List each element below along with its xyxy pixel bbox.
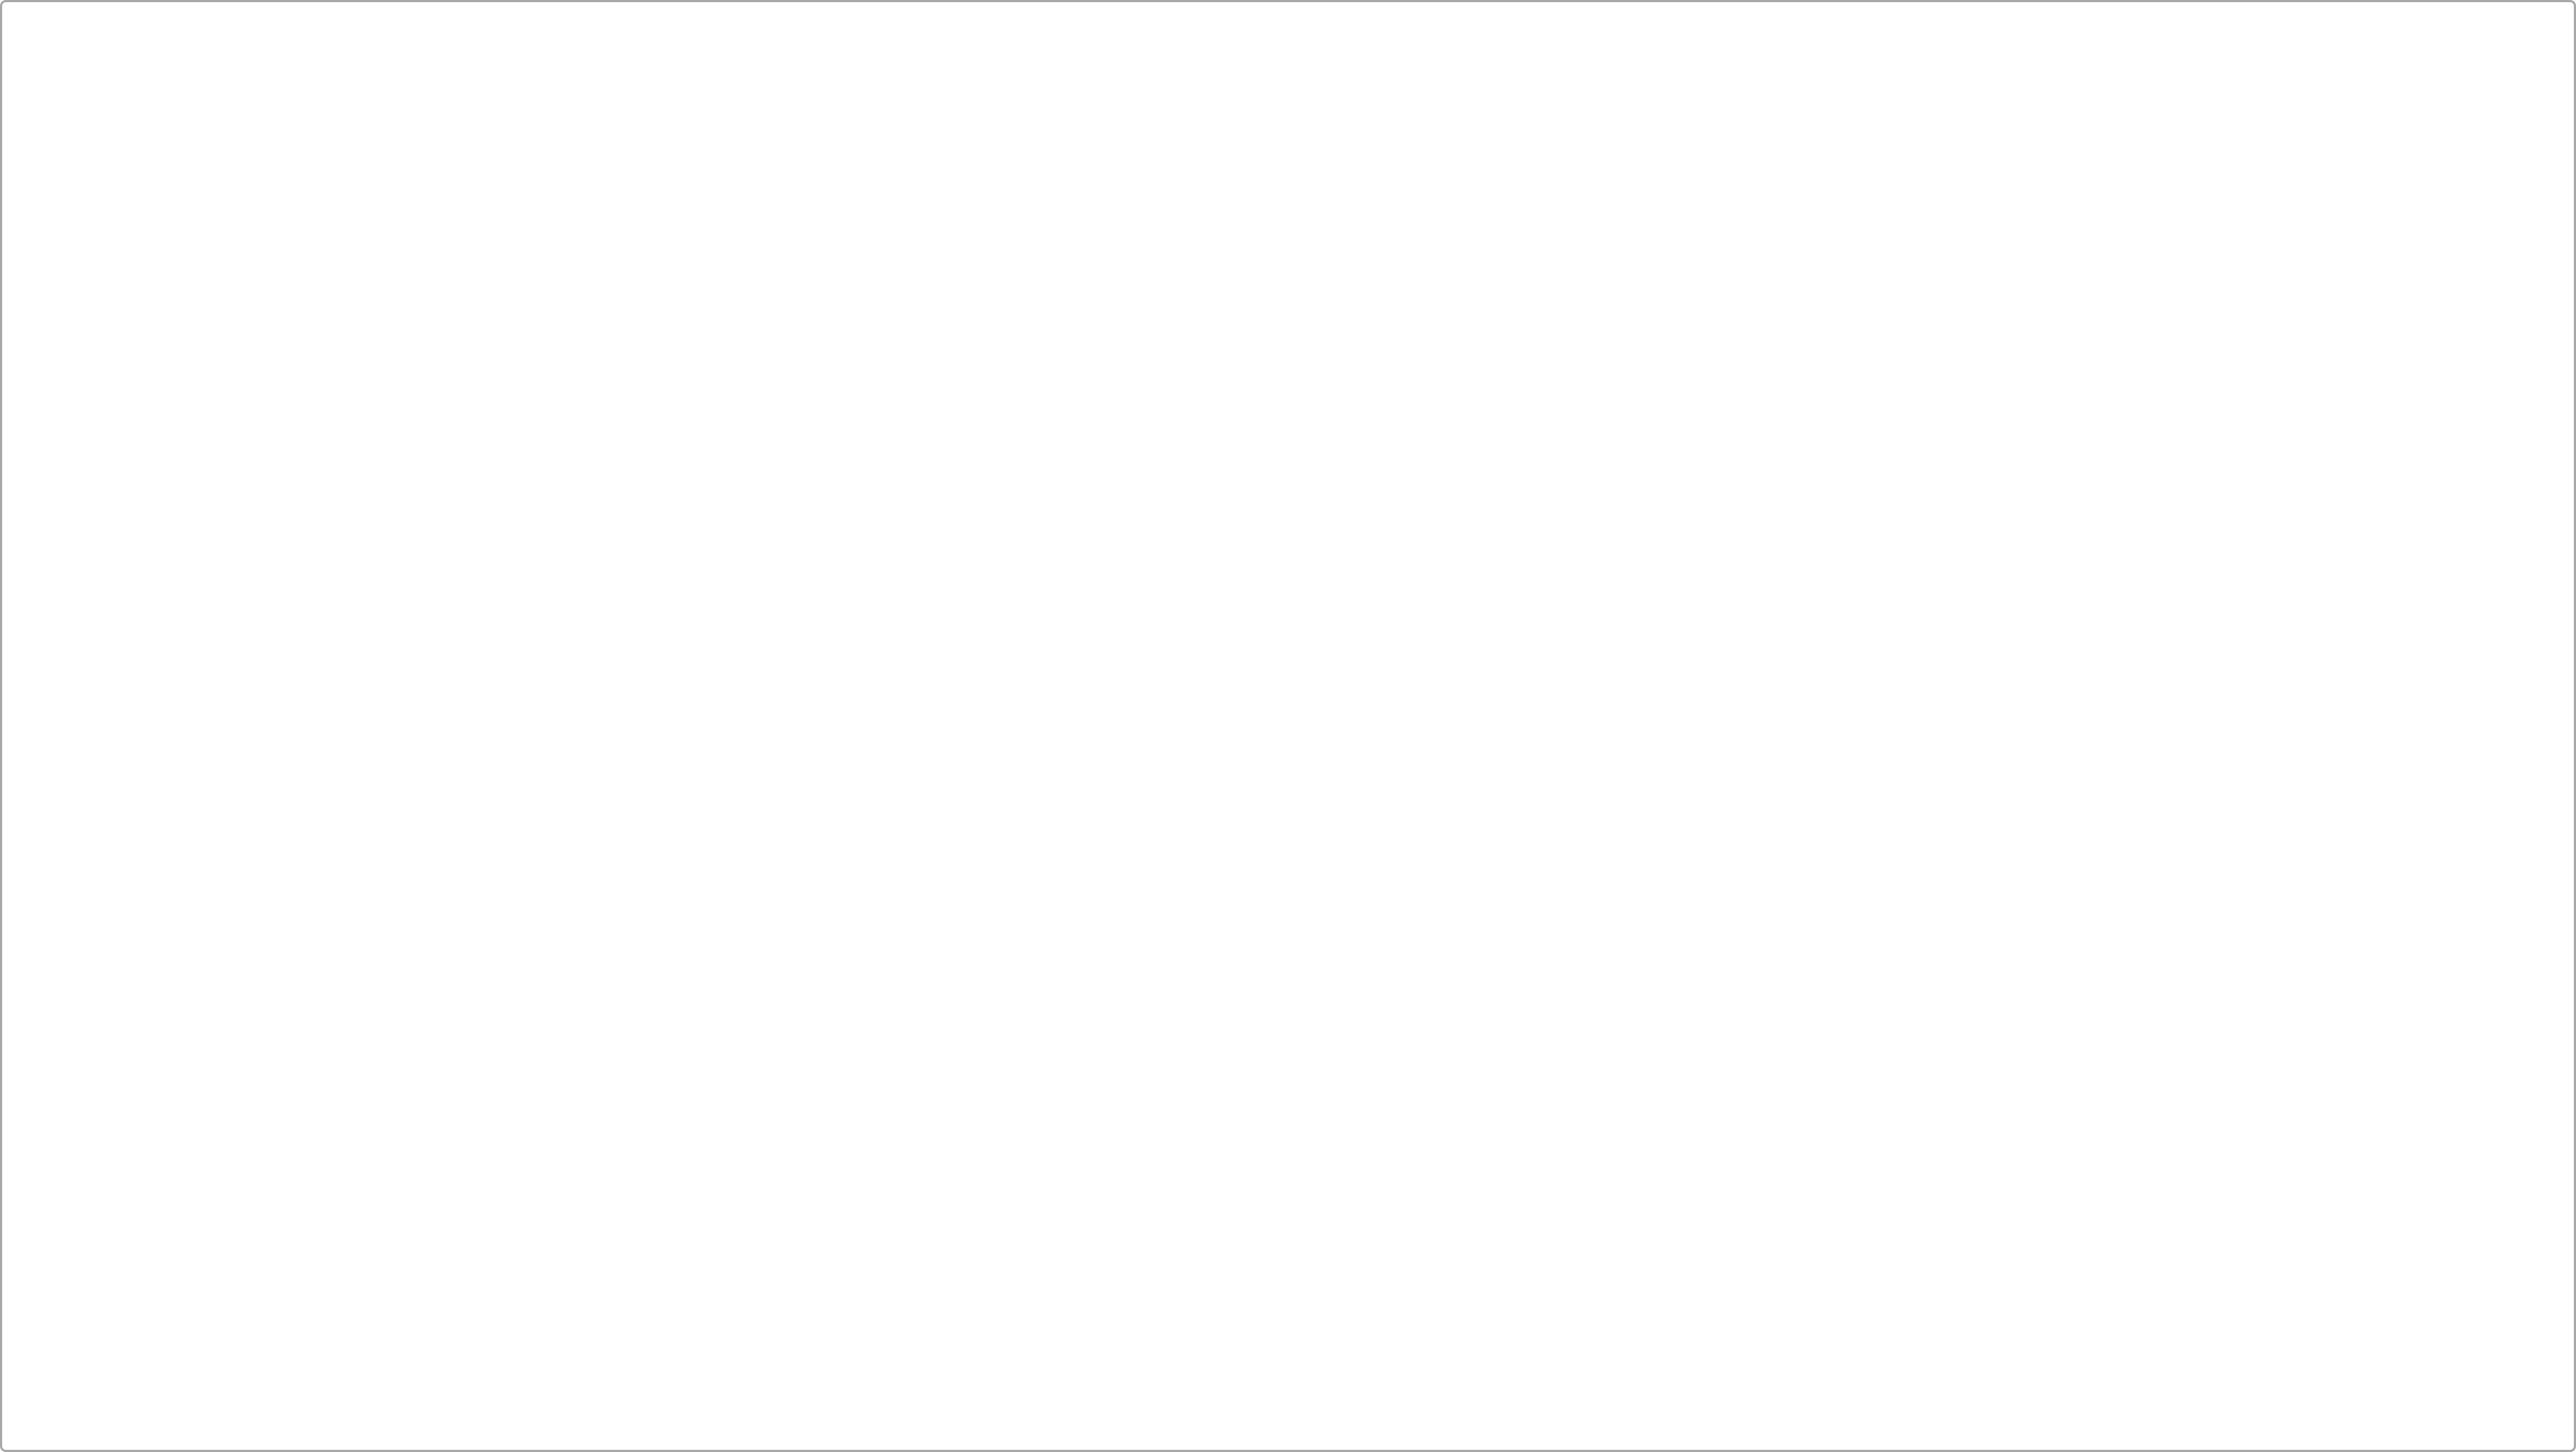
chart-figure xyxy=(0,0,2576,1452)
bacteria-survival-chart xyxy=(2,2,2574,1450)
